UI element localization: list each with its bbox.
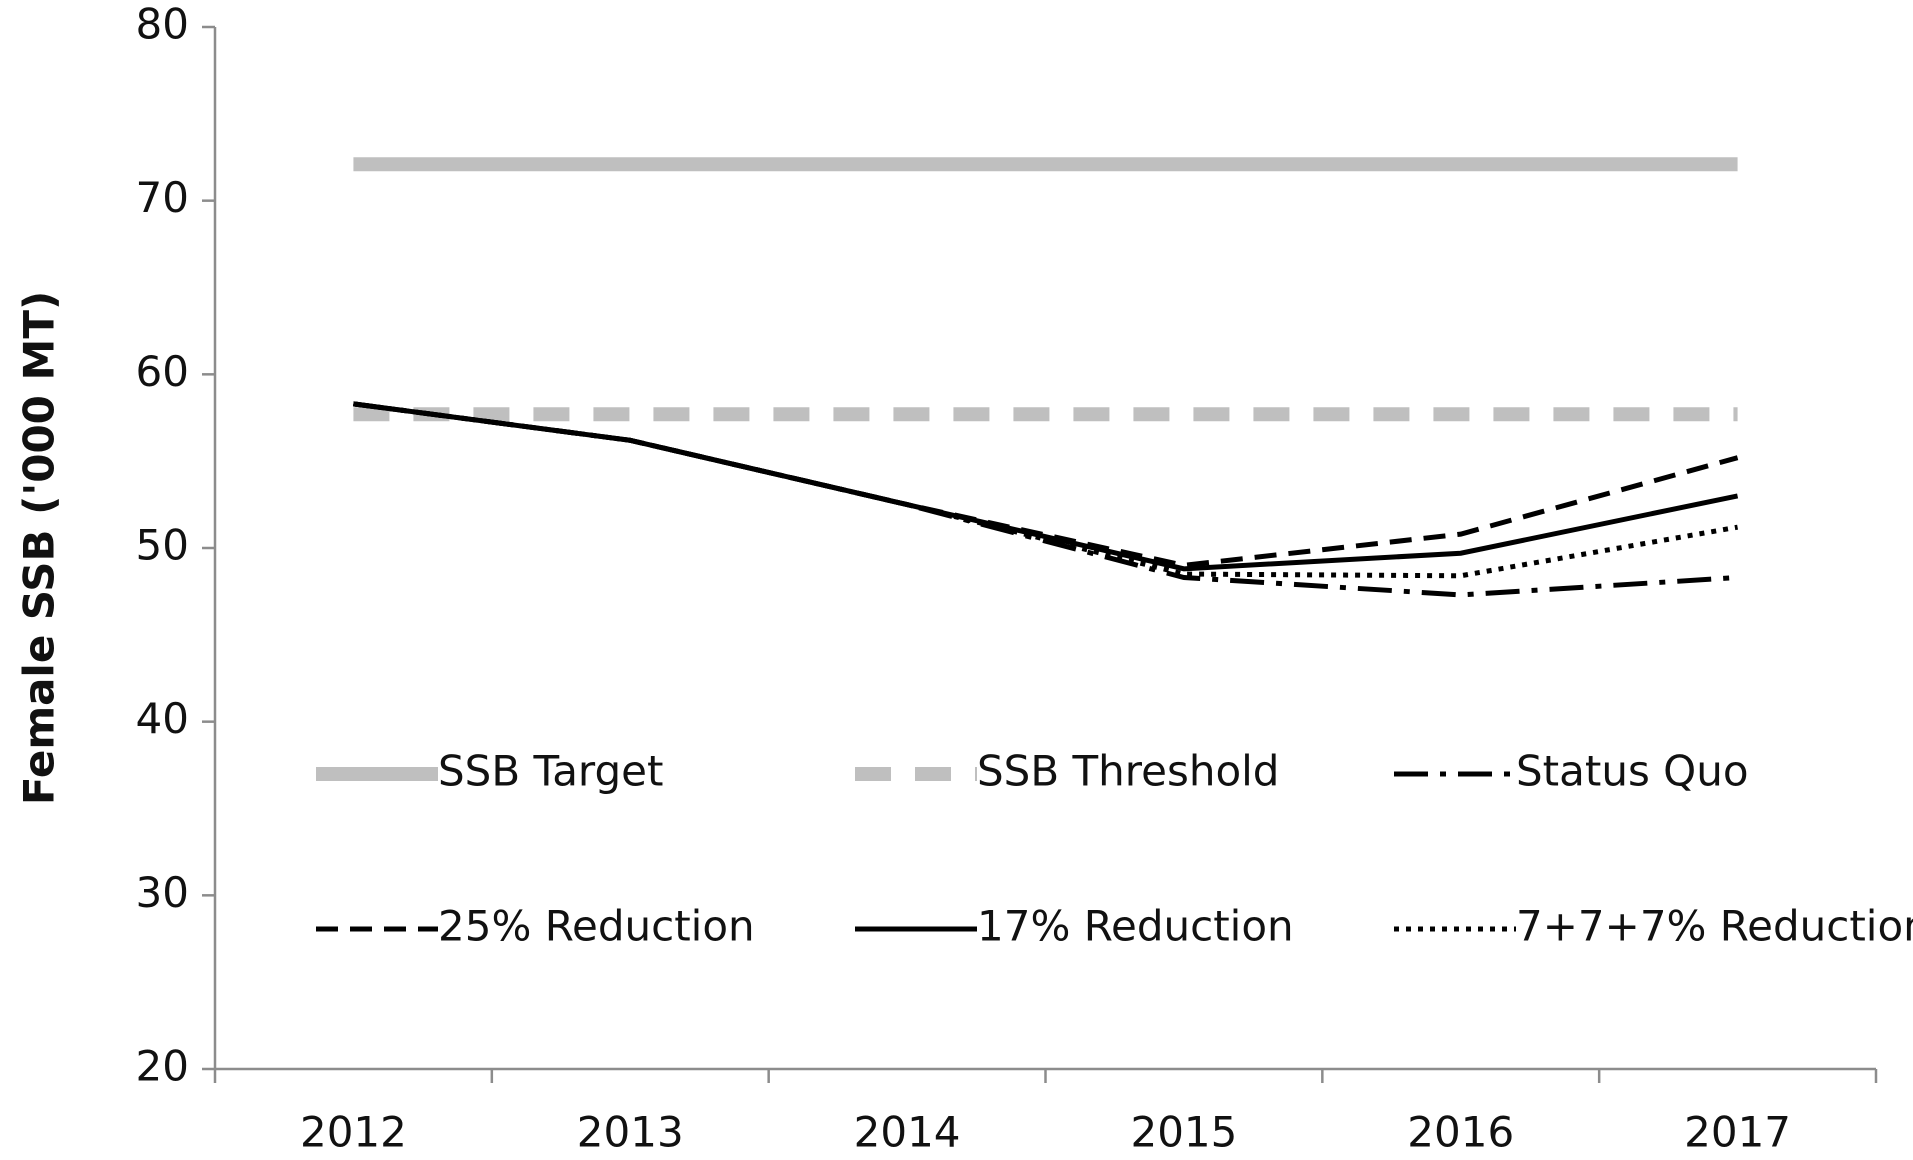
legend-label: 7+7+7% Reduction (1516, 902, 1913, 951)
y-axis-label: Female SSB ('000 MT) (15, 291, 64, 805)
series-line (353, 401, 1739, 572)
legend-label: 25% Reduction (438, 902, 755, 951)
series-line (353, 401, 1738, 598)
y-tick-label: 60 (136, 347, 189, 396)
y-tick-label: 70 (136, 173, 189, 222)
y-tick-label: 80 (136, 0, 189, 49)
legend-label: 17% Reduction (977, 902, 1294, 951)
x-tick-label: 2013 (577, 1108, 684, 1157)
series-line (353, 401, 1739, 579)
y-tick-label: 20 (136, 1042, 189, 1091)
y-tick-label: 40 (136, 694, 189, 743)
x-tick-label: 2012 (300, 1108, 407, 1157)
x-tick-label: 2015 (1130, 1108, 1237, 1157)
series-line (353, 401, 1739, 568)
x-tick-label: 2016 (1407, 1108, 1514, 1157)
legend-label: Status Quo (1516, 747, 1749, 796)
x-tick-label: 2017 (1684, 1108, 1791, 1157)
x-tick-label: 2014 (854, 1108, 961, 1157)
y-tick-label: 50 (136, 521, 189, 570)
legend-label: SSB Target (438, 747, 663, 796)
y-tick-label: 30 (136, 868, 189, 917)
legend-label: SSB Threshold (977, 747, 1279, 796)
